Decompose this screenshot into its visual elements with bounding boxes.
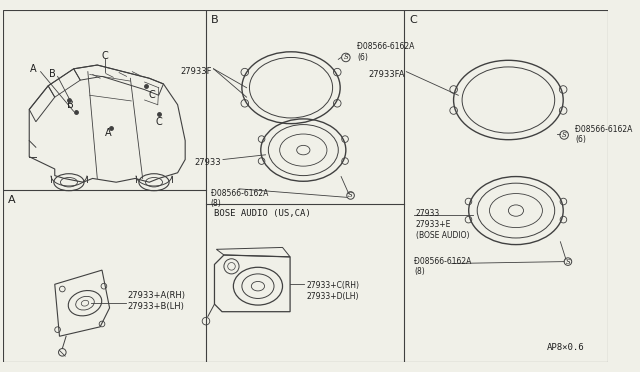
Text: B: B [67,100,73,110]
Text: Ð08566-6162A
(6): Ð08566-6162A (6) [575,125,633,144]
Text: 27933+C(RH)
27933+D(LH): 27933+C(RH) 27933+D(LH) [306,280,359,301]
Text: 27933: 27933 [195,158,221,167]
Text: BOSE AUDIO (US,CA): BOSE AUDIO (US,CA) [214,209,310,218]
Text: Ð08566-6162A
(6): Ð08566-6162A (6) [357,42,415,62]
Text: S: S [562,131,566,139]
Text: C: C [409,15,417,25]
Text: A: A [8,195,15,205]
Text: S: S [348,192,353,199]
Text: B: B [211,15,218,25]
Text: S: S [566,257,570,266]
Text: S: S [344,54,348,61]
Text: 27933FA: 27933FA [368,70,404,79]
Text: 27933+A(RH)
27933+B(LH): 27933+A(RH) 27933+B(LH) [127,291,186,311]
Text: 27933
27933+E
(BOSE AUDIO): 27933 27933+E (BOSE AUDIO) [416,209,469,240]
Text: A: A [106,128,112,138]
Text: Ð08566-6162A
(8): Ð08566-6162A (8) [414,257,471,276]
Text: Ð08566-6162A
(8): Ð08566-6162A (8) [211,189,268,208]
Text: C: C [156,117,162,127]
Text: C: C [102,51,108,61]
Text: 27933F: 27933F [180,67,212,76]
Text: C: C [148,90,156,100]
Text: A: A [29,64,36,74]
Text: B: B [49,68,55,78]
Text: AP8×0.6: AP8×0.6 [547,343,584,352]
